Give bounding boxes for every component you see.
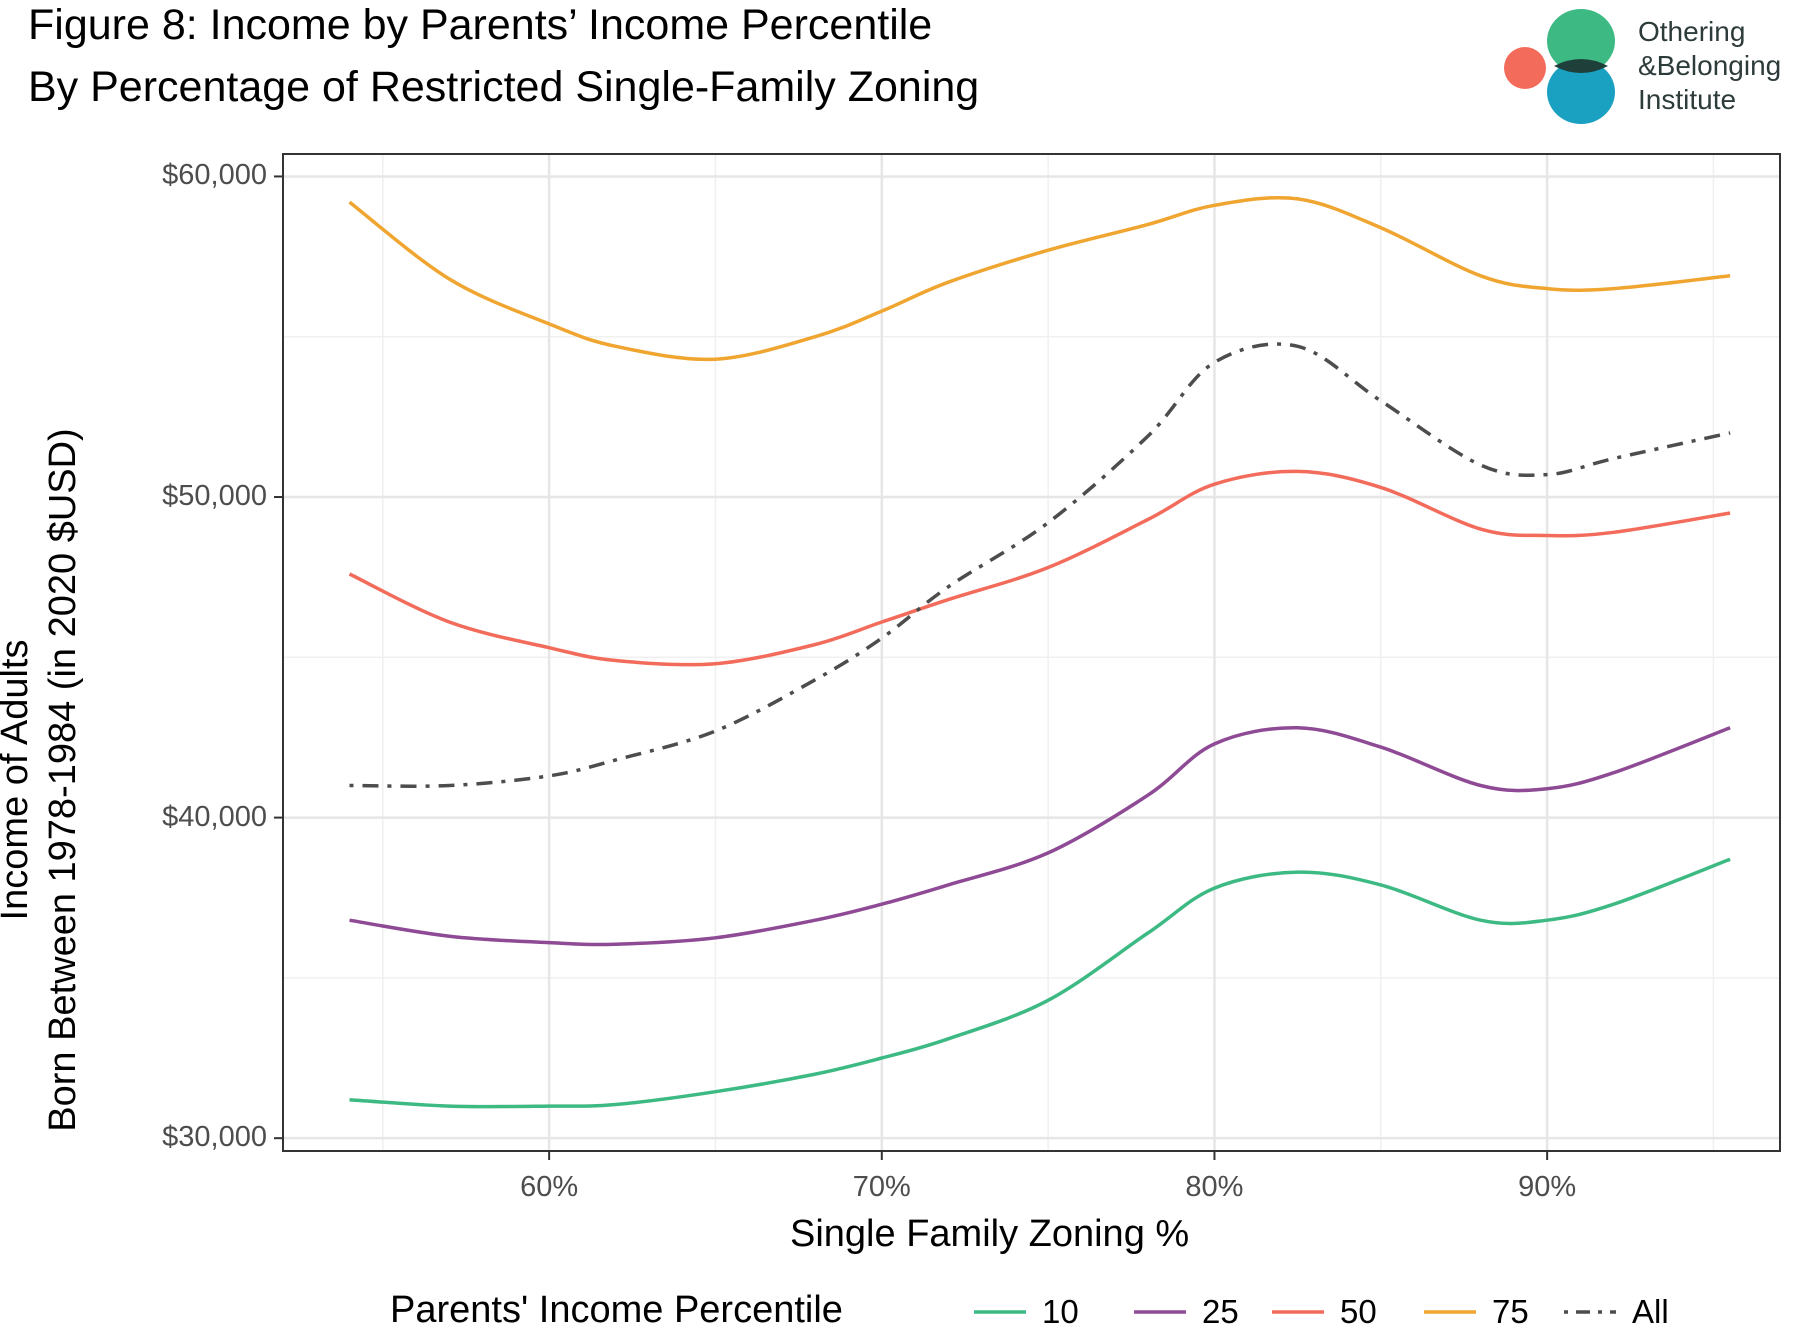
y-axis-title-line-2: Born Between 1978-1984 (in 2020 $USD) xyxy=(42,428,84,1132)
x-tick-label: 60% xyxy=(520,1171,579,1203)
minor-gridlines xyxy=(283,154,1780,1151)
y-axis-title-line-1: Income of Adults xyxy=(0,639,36,921)
x-tick-label: 70% xyxy=(852,1171,911,1203)
series-line-50 xyxy=(348,469,1731,667)
legend-key-50 xyxy=(1272,1310,1324,1314)
x-axis-title: Single Family Zoning % xyxy=(790,1213,1190,1255)
legend-key-75 xyxy=(1424,1310,1476,1314)
institute-logo: Othering &Belonging Institute xyxy=(1490,4,1801,124)
legend-title: Parents' Income Percentile xyxy=(390,1289,843,1331)
y-tick-label: $40,000 xyxy=(162,800,267,833)
legend-key-all xyxy=(1564,1310,1616,1314)
series-line-10 xyxy=(349,857,1731,1109)
series-line-25 xyxy=(349,726,1731,947)
legend-label-75: 75 xyxy=(1492,1293,1529,1330)
series-line-all xyxy=(349,342,1731,788)
plot-panel-border xyxy=(282,153,1781,1152)
x-tick-label: 80% xyxy=(1185,1171,1244,1203)
y-axis-title: Income of Adults Born Between 1978-1984 … xyxy=(0,330,92,1230)
legend-key-25 xyxy=(1134,1310,1186,1314)
chart-title-line-1: Figure 8: Income by Parents’ Income Perc… xyxy=(28,1,933,49)
logo-text-line-1: Othering xyxy=(1638,16,1746,47)
legend-label-all: All xyxy=(1632,1293,1669,1330)
y-tick-label: $30,000 xyxy=(162,1121,267,1154)
x-tick-label: 90% xyxy=(1518,1171,1577,1203)
y-tick-label: $50,000 xyxy=(162,480,267,513)
chart-title-line-2: By Percentage of Restricted Single-Famil… xyxy=(28,63,980,111)
legend-label-25: 25 xyxy=(1202,1293,1239,1330)
legend-label-10: 10 xyxy=(1042,1293,1079,1330)
series-lines xyxy=(348,195,1731,1109)
legend-key-10 xyxy=(974,1310,1026,1314)
major-gridlines xyxy=(283,154,1780,1151)
series-line-75 xyxy=(348,195,1731,362)
legend-label-50: 50 xyxy=(1340,1293,1377,1330)
logo-text-line-3: Institute xyxy=(1638,84,1737,115)
y-tick-label: $60,000 xyxy=(162,159,267,192)
logo-text-line-2: &Belonging xyxy=(1638,50,1782,81)
axis-tick-marks xyxy=(274,175,1549,1160)
chart-legend: Parents' Income Percentile 10 25 50 75 A… xyxy=(0,1287,1801,1337)
logo-circles-icon xyxy=(1504,9,1615,124)
